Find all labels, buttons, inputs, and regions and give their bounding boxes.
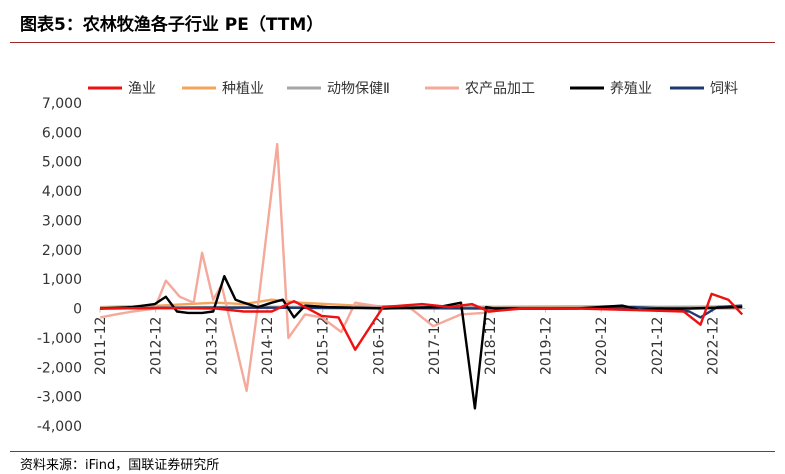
y-tick-label: 6,000 xyxy=(42,125,82,141)
x-tick-label: 2021-12 xyxy=(650,317,666,376)
x-axis: 2011-12 2012-12 2013-12 2014-12 2015-12 2016-… xyxy=(93,308,722,376)
top-rule xyxy=(10,42,775,43)
series-line-3 xyxy=(99,142,743,392)
x-tick-label: 2016-12 xyxy=(371,317,387,376)
x-tick-label: 2022-12 xyxy=(706,317,722,376)
legend-label: 种植业 xyxy=(222,81,264,97)
y-tick-label: -3,000 xyxy=(37,390,82,406)
x-tick-label: 2013-12 xyxy=(204,317,220,376)
chart-legend: 渔业 种植业 动物保健Ⅱ 农产品加工 养殖业 饲料 xyxy=(88,80,738,97)
figure-title: 图表5：农林牧渔各子行业 PE（TTM） xyxy=(20,15,324,35)
x-tick-label: 2018-12 xyxy=(483,317,499,376)
x-tick-label: 2012-12 xyxy=(149,317,165,376)
legend-label: 动物保健Ⅱ xyxy=(327,81,390,97)
legend-label: 农产品加工 xyxy=(465,81,535,97)
y-tick-label: 1,000 xyxy=(42,272,82,288)
series-group xyxy=(99,142,744,410)
x-tick-label: 2020-12 xyxy=(594,317,610,376)
series-line-4 xyxy=(100,275,743,410)
x-tick-label: 2019-12 xyxy=(538,317,554,376)
series-line-0 xyxy=(100,292,744,351)
y-tick-label: 0 xyxy=(73,302,82,318)
x-tick-label: 2014-12 xyxy=(260,317,276,376)
y-axis: -4,000 -3,000 -2,000 -1,000 0 1,000 2,000 3,000… xyxy=(37,96,82,435)
y-tick-label: 5,000 xyxy=(42,155,82,171)
y-tick-label: -1,000 xyxy=(37,331,82,347)
y-tick-label: -4,000 xyxy=(37,419,82,435)
x-tick-label: 2015-12 xyxy=(316,317,332,376)
y-tick-label: 2,000 xyxy=(42,243,82,259)
bottom-rule xyxy=(10,451,775,452)
legend-label: 养殖业 xyxy=(610,80,652,97)
legend-label: 渔业 xyxy=(128,81,156,97)
y-tick-label: 4,000 xyxy=(42,184,82,200)
y-tick-label: -2,000 xyxy=(37,360,82,376)
x-tick-label: 2017-12 xyxy=(427,317,443,376)
y-tick-label: 3,000 xyxy=(42,213,82,229)
legend-label: 饲料 xyxy=(710,81,738,97)
source-note: 资料来源：iFind，国联证券研究所 xyxy=(20,458,220,473)
x-tick-label: 2011-12 xyxy=(93,317,109,376)
y-tick-label: 7,000 xyxy=(42,96,82,112)
